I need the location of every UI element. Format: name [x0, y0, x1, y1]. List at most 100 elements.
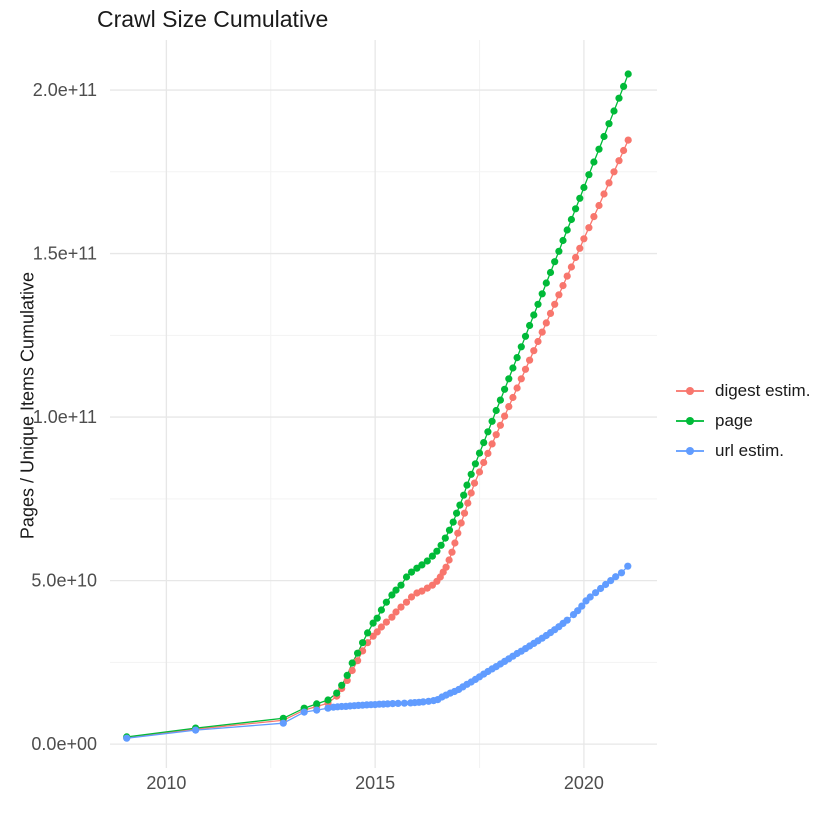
data-point-page — [509, 364, 517, 372]
data-point-page — [441, 534, 449, 542]
data-point-page — [369, 619, 377, 627]
data-point-digest-estim- — [488, 440, 496, 448]
data-point-digest-estim- — [509, 393, 517, 402]
data-point-digest-estim- — [521, 365, 530, 373]
data-point-url-estim- — [279, 719, 287, 727]
data-point-digest-estim- — [615, 157, 623, 165]
data-point-url-estim- — [624, 562, 632, 570]
data-point-digest-estim- — [605, 179, 613, 187]
data-point-url-estim- — [586, 593, 594, 601]
data-point-page — [534, 300, 542, 308]
data-point-url-estim- — [389, 700, 397, 708]
data-point-digest-estim- — [517, 375, 525, 383]
data-point-digest-estim- — [470, 479, 479, 487]
data-point-page — [463, 481, 471, 489]
data-point-digest-estim- — [388, 613, 396, 621]
data-point-page — [492, 406, 500, 415]
data-point-digest-estim- — [480, 458, 488, 467]
data-point-page — [559, 236, 567, 245]
data-point-digest-estim- — [354, 657, 362, 665]
data-point-digest-estim- — [467, 489, 475, 497]
x-tick-label: 2020 — [564, 773, 604, 793]
data-point-digest-estim- — [585, 224, 593, 232]
data-point-page — [418, 561, 426, 569]
legend-label: url estim. — [715, 440, 784, 460]
data-point-digest-estim- — [590, 213, 598, 221]
data-point-digest-estim- — [624, 136, 632, 144]
data-point-page — [480, 439, 488, 447]
data-point-digest-estim- — [610, 168, 618, 176]
data-point-page — [402, 573, 411, 581]
data-point-page — [530, 311, 538, 319]
data-point-digest-estim- — [580, 235, 588, 243]
data-point-page — [538, 290, 546, 298]
data-point-digest-estim- — [475, 468, 484, 476]
data-point-url-estim- — [617, 569, 626, 577]
data-point-url-estim- — [123, 734, 131, 742]
data-point-page — [563, 226, 571, 234]
data-point-page — [343, 671, 351, 680]
data-point-page — [348, 659, 356, 667]
data-point-page — [428, 552, 436, 560]
data-point-digest-estim- — [563, 272, 571, 280]
data-point-page — [595, 145, 603, 153]
data-point-url-estim- — [612, 573, 620, 581]
data-point-page — [600, 132, 608, 141]
data-point-url-estim- — [192, 726, 200, 734]
data-point-page — [382, 598, 390, 606]
data-point-url-estim- — [578, 602, 586, 610]
data-point-digest-estim- — [418, 587, 426, 595]
legend-item-url-estim-: url estim. — [676, 440, 810, 461]
data-point-digest-estim- — [460, 509, 469, 517]
data-point-digest-estim- — [505, 403, 513, 411]
data-point-page — [467, 470, 475, 478]
data-point-digest-estim- — [513, 384, 521, 392]
data-point-page — [433, 547, 441, 555]
data-point-page — [501, 385, 509, 393]
data-point-page — [359, 639, 367, 647]
data-point-page — [580, 183, 588, 192]
data-point-page — [605, 120, 613, 128]
data-point-page — [585, 171, 593, 179]
data-point-digest-estim- — [501, 412, 509, 420]
data-point-digest-estim- — [373, 628, 381, 636]
data-point-digest-estim- — [526, 356, 534, 364]
data-point-page — [407, 568, 416, 576]
data-point-page — [567, 215, 576, 224]
data-point-digest-estim- — [484, 449, 492, 457]
data-point-page — [542, 279, 550, 287]
data-point-digest-estim- — [454, 529, 462, 537]
data-point-page — [610, 107, 618, 115]
data-point-url-estim- — [394, 699, 402, 708]
legend-label: digest estim. — [715, 380, 811, 400]
x-tick-label: 2010 — [146, 773, 186, 793]
data-point-page — [449, 518, 457, 526]
data-point-url-estim- — [313, 706, 321, 714]
data-point-digest-estim- — [534, 337, 542, 346]
data-point-digest-estim- — [530, 347, 538, 355]
data-point-page — [388, 591, 396, 599]
data-point-digest-estim- — [445, 556, 453, 564]
data-point-digest-estim- — [542, 319, 550, 327]
data-point-digest-estim- — [595, 201, 603, 210]
data-point-digest-estim- — [555, 291, 563, 299]
data-point-digest-estim- — [343, 676, 351, 685]
legend: digest estim. page url estim. — [676, 380, 810, 461]
data-point-digest-estim- — [620, 146, 628, 155]
data-point-page — [488, 417, 496, 425]
y-tick-label: 0.0e+00 — [31, 734, 97, 754]
data-point-page — [624, 70, 632, 78]
data-point-url-estim- — [324, 704, 332, 712]
data-point-page — [471, 460, 479, 468]
x-tick-label: 2015 — [355, 773, 395, 793]
data-point-page — [392, 586, 400, 594]
y-tick-label: 5.0e+10 — [31, 571, 97, 591]
y-axis-title: Pages / Unique Items Cumulative — [17, 271, 38, 540]
y-tick-label: 1.0e+11 — [33, 407, 97, 427]
data-point-digest-estim- — [377, 623, 385, 631]
data-point-url-estim- — [607, 577, 615, 585]
series-line-digest-estim- — [126, 139, 629, 739]
data-point-page — [526, 321, 534, 330]
